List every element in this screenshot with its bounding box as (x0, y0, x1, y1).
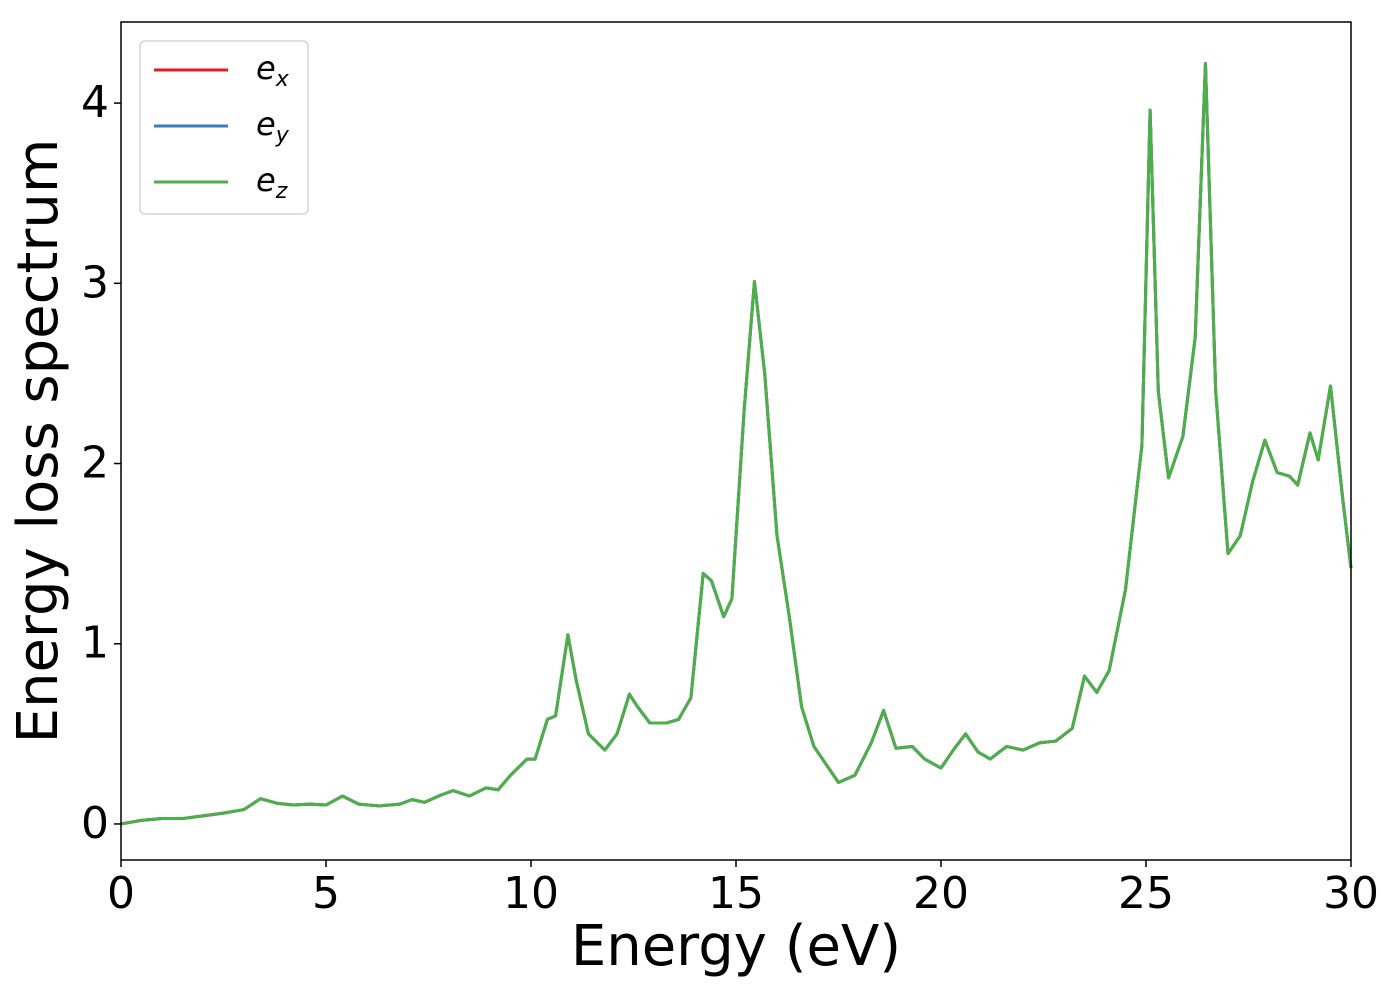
x-tick-label: 15 (708, 868, 764, 919)
x-axis-label: Energy (eV) (571, 914, 901, 979)
y-tick-label: 3 (81, 257, 109, 308)
y-tick-label: 2 (81, 438, 109, 489)
y-tick-label: 4 (81, 77, 109, 128)
x-tick-label: 25 (1118, 868, 1174, 919)
y-axis-label: Energy loss spectrum (6, 139, 71, 744)
legend-label: ey (256, 105, 290, 148)
y-tick-label: 1 (81, 618, 109, 669)
data-line (120, 61, 1353, 826)
x-tick-label: 20 (913, 868, 969, 919)
x-tick-label: 0 (107, 868, 135, 919)
legend-label: ez (256, 161, 288, 204)
y-tick-label: 0 (81, 798, 109, 849)
x-tick-label: 10 (503, 868, 559, 919)
x-tick-label: 30 (1323, 868, 1379, 919)
legend-label: ex (256, 49, 290, 92)
x-tick-label: 5 (312, 868, 340, 919)
plot-frame (120, 21, 1352, 861)
